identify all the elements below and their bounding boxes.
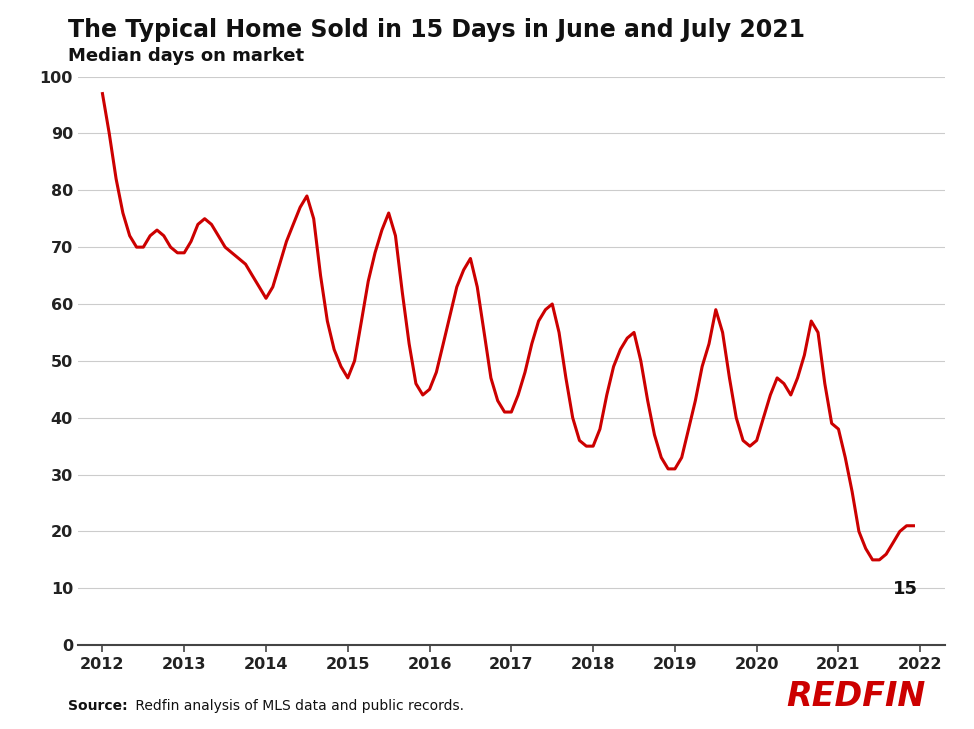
Text: 15: 15 (893, 580, 918, 598)
Text: Redfin analysis of MLS data and public records.: Redfin analysis of MLS data and public r… (131, 699, 465, 713)
Text: Source:: Source: (68, 699, 128, 713)
Text: The Typical Home Sold in 15 Days in June and July 2021: The Typical Home Sold in 15 Days in June… (68, 18, 805, 42)
Text: Median days on market: Median days on market (68, 47, 304, 66)
Text: REDFIN: REDFIN (786, 680, 925, 713)
